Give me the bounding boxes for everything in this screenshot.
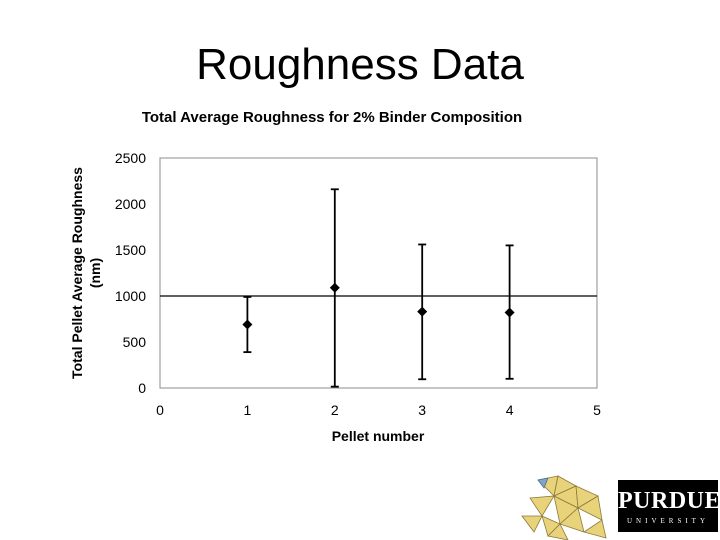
chart-title: Total Average Roughness for 2% Binder Co… <box>142 109 522 126</box>
y-tick-label: 0 <box>138 380 146 396</box>
x-tick-label: 3 <box>418 402 426 418</box>
x-tick-label: 0 <box>156 402 164 418</box>
geometric-emblem-icon <box>521 475 607 540</box>
y-tick-label: 1500 <box>115 242 146 258</box>
x-tick-label: 5 <box>593 402 601 418</box>
purdue-university-text: UNIVERSITY <box>627 517 709 525</box>
data-point-marker <box>504 307 515 318</box>
plot-area <box>159 157 598 389</box>
data-point-marker <box>417 306 428 317</box>
purdue-wordmark-box: PURDUE UNIVERSITY <box>618 480 720 532</box>
x-axis-label: Pellet number <box>332 428 425 444</box>
x-tick-label: 1 <box>244 402 252 418</box>
y-axis-label-line1: Total Pellet Average Roughness <box>69 167 85 379</box>
y-axis-label-line2: (nm) <box>87 258 103 288</box>
data-points <box>242 282 515 330</box>
slide-title: Roughness Data <box>196 40 524 89</box>
x-tick-label: 4 <box>506 402 514 418</box>
y-axis-label: Total Pellet Average Roughness (nm) <box>69 167 103 379</box>
y-tick-label: 500 <box>123 334 147 350</box>
y-tick-labels: 0 500 1000 1500 2000 2500 <box>115 150 146 396</box>
data-point-marker <box>329 282 340 293</box>
y-tick-label: 2500 <box>115 150 146 166</box>
purdue-wordmark: PURDUE <box>618 488 720 514</box>
data-point-marker <box>242 319 253 330</box>
purdue-logo: PURDUE UNIVERSITY <box>520 472 720 540</box>
x-tick-label: 2 <box>331 402 339 418</box>
y-tick-label: 2000 <box>115 196 146 212</box>
x-tick-labels: 0 1 2 3 4 5 <box>156 402 601 418</box>
y-tick-label: 1000 <box>115 288 146 304</box>
